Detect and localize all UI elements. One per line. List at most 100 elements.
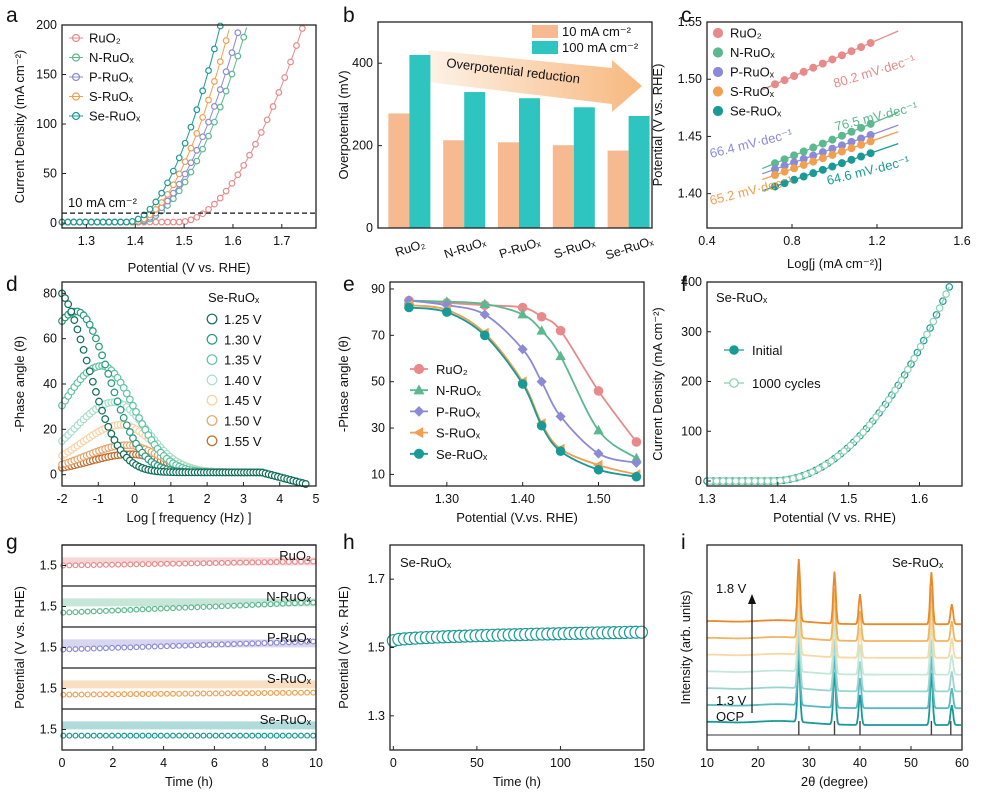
data-point bbox=[96, 732, 103, 739]
legend-label: 1.30 V bbox=[224, 332, 262, 347]
data-point bbox=[169, 218, 177, 226]
data-point bbox=[237, 690, 244, 697]
data-point bbox=[833, 452, 842, 461]
data-point bbox=[298, 25, 306, 32]
data-point bbox=[929, 317, 938, 326]
data-point bbox=[818, 139, 827, 148]
bar-100 mA cm⁻² bbox=[464, 92, 486, 228]
data-point bbox=[107, 379, 116, 388]
data-point bbox=[847, 127, 856, 136]
data-point bbox=[139, 691, 146, 698]
data-point bbox=[828, 135, 837, 144]
y-tick-label: 10 bbox=[371, 467, 385, 481]
x-tick-label: 1.4 bbox=[769, 492, 786, 506]
y-tick-label: 400 bbox=[681, 275, 702, 289]
data-point bbox=[237, 559, 244, 566]
data-point bbox=[593, 448, 604, 459]
data-point bbox=[631, 437, 642, 447]
x-axis-label: Log[j (mA cm⁻²)] bbox=[787, 256, 882, 271]
data-point bbox=[479, 309, 490, 320]
data-point bbox=[115, 561, 122, 568]
x-tick-label: 1.6 bbox=[953, 234, 970, 248]
series-Se-RuOₓ bbox=[386, 625, 649, 648]
data-point bbox=[111, 218, 119, 226]
data-point bbox=[205, 118, 212, 126]
data-point bbox=[102, 732, 109, 739]
series-1.5 V bbox=[706, 609, 961, 676]
data-point bbox=[72, 562, 79, 569]
data-point bbox=[110, 388, 119, 397]
data-point bbox=[273, 600, 280, 607]
x-axis-label: Log [ frequency (Hz) ] bbox=[127, 510, 252, 525]
data-point bbox=[188, 732, 195, 739]
data-point bbox=[237, 602, 244, 609]
pattern-line bbox=[706, 575, 961, 642]
bar-10 mA cm⁻² bbox=[498, 142, 519, 228]
legend-marker bbox=[712, 47, 724, 58]
data-point bbox=[187, 216, 195, 224]
data-point bbox=[246, 151, 253, 159]
data-point bbox=[115, 607, 122, 614]
y-tick-label: 200 bbox=[352, 139, 373, 153]
data-point bbox=[790, 164, 799, 173]
y-tick-label: 400 bbox=[352, 56, 373, 70]
data-point bbox=[285, 558, 292, 565]
plot-frame bbox=[61, 24, 317, 229]
data-point bbox=[279, 600, 286, 607]
data-point bbox=[859, 428, 867, 437]
data-point bbox=[942, 290, 950, 298]
data-point bbox=[249, 732, 256, 739]
series-label: P-RuOₓ bbox=[267, 630, 312, 645]
data-point bbox=[157, 605, 164, 612]
data-point bbox=[64, 300, 73, 309]
data-point bbox=[95, 342, 103, 351]
pattern-line bbox=[706, 659, 961, 726]
x-tick-label: 30 bbox=[802, 756, 816, 770]
data-point bbox=[205, 96, 212, 104]
panel-label: g bbox=[6, 531, 18, 554]
data-point bbox=[808, 468, 816, 476]
data-point bbox=[127, 732, 134, 739]
series-line bbox=[62, 29, 230, 223]
data-point bbox=[78, 645, 85, 652]
data-point bbox=[76, 218, 83, 226]
y-tick-label: 1.5 bbox=[40, 559, 57, 573]
legend-swatch bbox=[532, 25, 558, 38]
data-point bbox=[164, 179, 171, 187]
panel-title: Se-RuOₓ bbox=[716, 290, 768, 305]
data-point bbox=[218, 559, 225, 566]
plot-frame bbox=[706, 281, 963, 487]
data-point bbox=[731, 477, 740, 485]
data-point bbox=[555, 325, 566, 336]
data-point bbox=[157, 732, 164, 739]
data-point bbox=[72, 732, 79, 739]
data-point bbox=[158, 189, 166, 197]
legend-label: Se-RuOₓ bbox=[730, 104, 782, 119]
x-tick-label: 100 bbox=[550, 756, 571, 770]
data-point bbox=[78, 691, 85, 698]
x-tick-label: 0.8 bbox=[783, 234, 800, 248]
data-point bbox=[243, 559, 250, 566]
data-point bbox=[151, 732, 158, 739]
x-axis-label: Potential (V vs. RHE) bbox=[773, 510, 896, 525]
panel-label: c bbox=[681, 4, 692, 27]
series-P-RuOₓ bbox=[762, 124, 899, 175]
data-point bbox=[109, 732, 116, 739]
data-point bbox=[818, 154, 827, 163]
data-point bbox=[151, 605, 158, 612]
y-tick-label: 80 bbox=[43, 286, 57, 300]
x-tick-label: 10 bbox=[309, 756, 323, 770]
data-point bbox=[780, 167, 789, 176]
data-point bbox=[157, 643, 164, 650]
data-point bbox=[799, 160, 808, 169]
data-point bbox=[243, 640, 250, 647]
data-point bbox=[243, 690, 250, 697]
data-point bbox=[237, 732, 244, 739]
data-point bbox=[818, 165, 827, 174]
data-point bbox=[237, 640, 244, 647]
data-point bbox=[267, 732, 274, 739]
data-point bbox=[176, 604, 183, 611]
data-point bbox=[132, 407, 140, 416]
data-point bbox=[205, 205, 212, 213]
